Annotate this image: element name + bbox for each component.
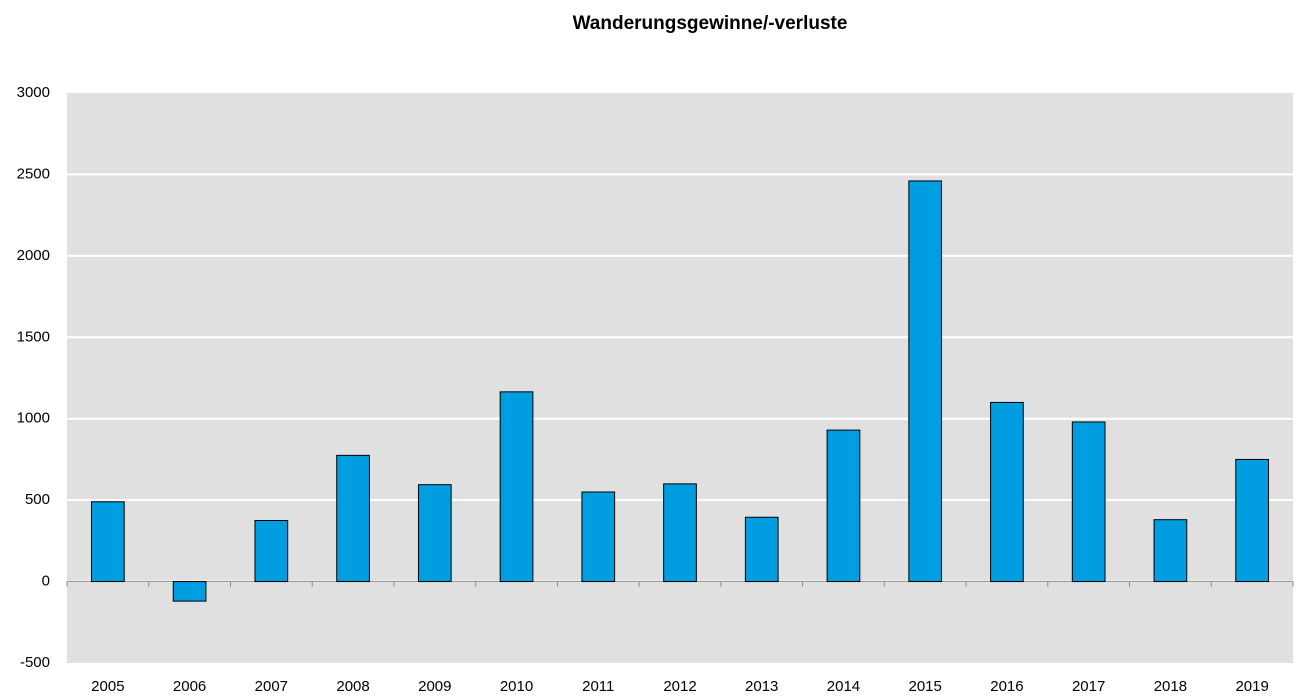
bar	[499, 391, 534, 583]
bar	[663, 483, 697, 583]
bar	[1235, 458, 1269, 583]
x-tick-label: 2006	[173, 678, 206, 695]
x-tick-label: 2011	[582, 678, 614, 695]
bar	[1153, 519, 1188, 583]
y-tick-label: 3000	[17, 84, 50, 101]
bar	[417, 484, 452, 583]
y-tick-label: 1500	[17, 328, 50, 345]
x-tick-label: 2013	[745, 678, 778, 695]
x-tick-label: 2018	[1154, 678, 1187, 695]
bar	[990, 401, 1024, 583]
x-tick-label: 2005	[91, 678, 124, 695]
bar	[744, 516, 779, 583]
x-tick-label: 2014	[827, 678, 860, 695]
x-tick-label: 2016	[990, 678, 1023, 695]
y-tick-label: 1000	[17, 410, 50, 427]
x-tick-label: 2010	[500, 678, 533, 695]
y-tick-label: 2000	[17, 247, 50, 264]
x-tick-label: 2012	[663, 678, 696, 695]
bar	[91, 501, 125, 583]
x-tick-label: 2015	[909, 678, 942, 695]
y-tick-label: 2500	[17, 165, 50, 182]
y-tick-label: -500	[20, 654, 50, 671]
chart-title: Wanderungsgewinne/-verluste	[573, 13, 848, 34]
bar	[826, 429, 861, 583]
y-tick-label: 0	[42, 573, 50, 590]
x-tick-label: 2008	[336, 678, 369, 695]
bar	[336, 454, 370, 583]
bar	[1071, 421, 1106, 583]
y-tick-label: 500	[25, 491, 50, 508]
bar	[172, 581, 207, 602]
x-tick-label: 2007	[255, 678, 288, 695]
bar	[254, 520, 289, 583]
bar	[908, 180, 943, 583]
x-tick-label: 2019	[1235, 678, 1268, 695]
bar	[581, 491, 616, 583]
x-tick-label: 2017	[1072, 678, 1105, 695]
x-tick-label: 2009	[418, 678, 451, 695]
